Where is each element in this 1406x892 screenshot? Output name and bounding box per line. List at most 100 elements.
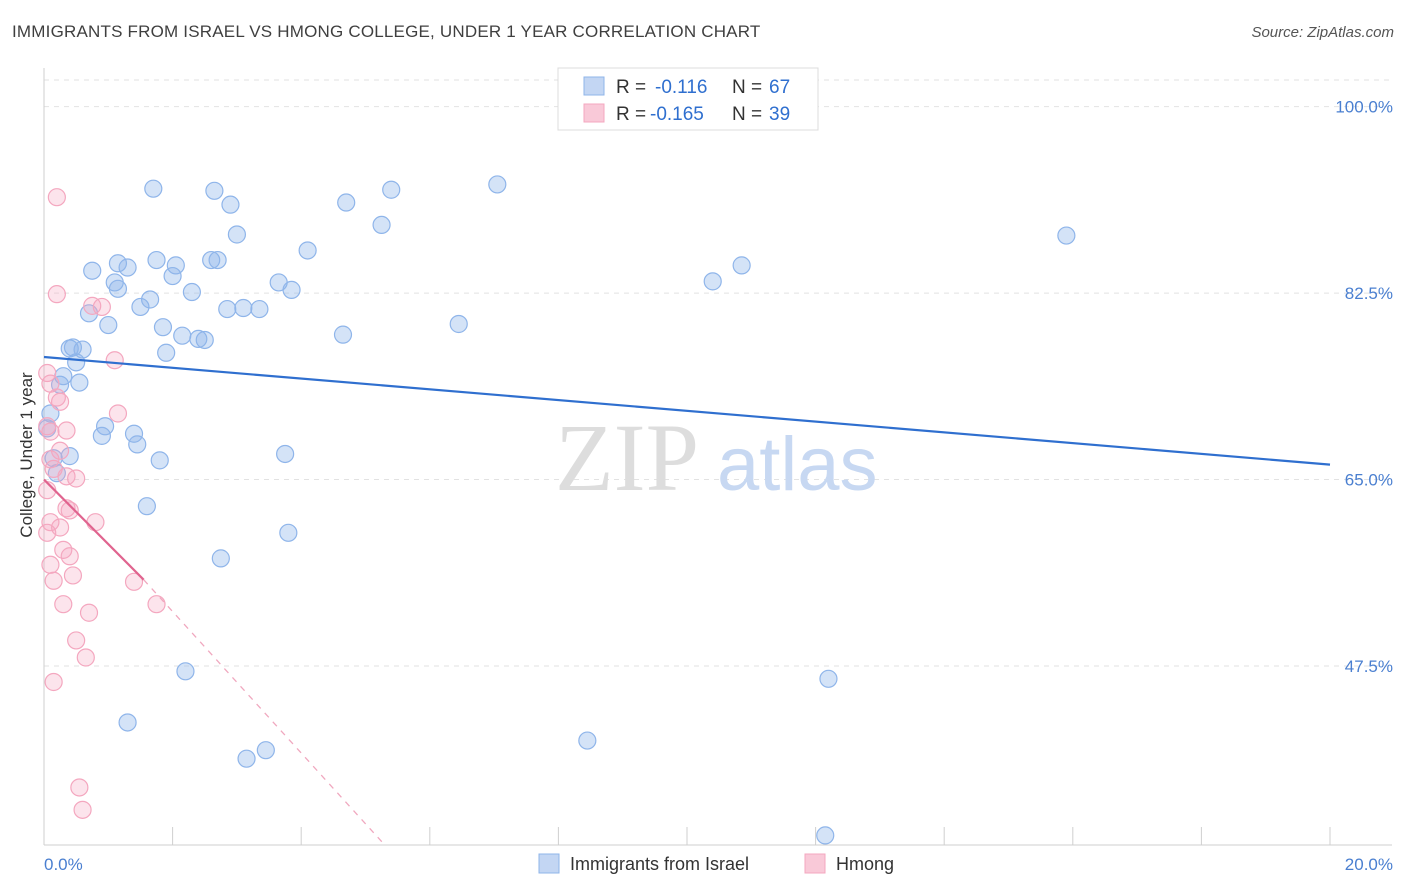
israel-point	[202, 250, 221, 270]
israel-point	[819, 669, 838, 688]
hmong-point	[67, 469, 86, 488]
israel-trend-line	[43, 355, 1331, 466]
israel-point	[99, 315, 118, 335]
israel-point	[108, 279, 128, 298]
legend-n-label-0: N =	[732, 77, 762, 98]
israel-point	[221, 195, 240, 214]
israel-point	[124, 424, 144, 443]
israel-point	[237, 749, 256, 768]
israel-point	[95, 417, 115, 436]
israel-point	[173, 326, 192, 345]
hmong-point	[57, 421, 76, 440]
israel-point	[70, 373, 89, 392]
hmong-point	[92, 297, 111, 317]
legend-swatch-israel	[583, 76, 605, 96]
hmong-point	[44, 571, 63, 590]
israel-point	[279, 523, 298, 542]
israel-point	[234, 298, 253, 318]
israel-point	[182, 282, 201, 302]
hmong-point	[50, 518, 70, 537]
watermark-atlas: atlas	[717, 422, 878, 507]
israel-point	[382, 180, 401, 199]
israel-point	[150, 451, 169, 470]
y-tick-label: 82.5%	[1345, 284, 1393, 303]
axes	[43, 68, 1392, 846]
hmong-point	[38, 363, 57, 383]
legend-n-value-1: 39	[769, 104, 790, 125]
y-tick-label: 100.0%	[1335, 98, 1393, 117]
israel-point	[211, 549, 230, 568]
series-hmong-points	[38, 188, 166, 819]
israel-point	[118, 258, 137, 277]
israel-point	[147, 250, 166, 270]
bottom-legend-hmong: Hmong	[836, 854, 894, 874]
israel-point	[144, 179, 163, 198]
chart-title: IMMIGRANTS FROM ISRAEL VS HMONG COLLEGE,…	[12, 22, 761, 41]
israel-point	[137, 497, 156, 516]
israel-point	[189, 329, 208, 349]
israel-point	[333, 325, 353, 344]
hmong-point	[60, 501, 79, 520]
israel-point	[208, 250, 227, 270]
israel-point	[157, 343, 176, 362]
x-tick-label: 0.0%	[44, 855, 83, 874]
hmong-point	[70, 778, 89, 797]
israel-point	[449, 314, 468, 334]
watermark: ZIP atlas	[555, 404, 878, 511]
israel-point	[372, 215, 391, 235]
hmong-point	[38, 417, 57, 436]
source-label: Source: ZipAtlas.com	[1251, 24, 1394, 41]
israel-point	[73, 340, 92, 359]
hmong-point	[79, 603, 99, 622]
israel-point	[488, 175, 507, 194]
israel-point	[282, 280, 301, 299]
hmong-point	[124, 572, 144, 591]
israel-point	[205, 181, 224, 200]
hmong-point	[41, 422, 60, 441]
hmong-point	[50, 392, 70, 411]
legend-r-value-1: -0.165	[650, 104, 704, 125]
bottom-legend-swatch-hmong	[804, 853, 826, 874]
legend-swatch-hmong	[583, 103, 605, 123]
israel-point	[337, 193, 356, 212]
hmong-point	[41, 513, 60, 532]
israel-point	[195, 330, 214, 350]
y-tick-label: 65.0%	[1345, 471, 1393, 490]
israel-point	[1057, 226, 1076, 245]
israel-point	[298, 241, 317, 260]
legend-r-label-0: R =	[616, 77, 646, 98]
hmong-trend-line	[43, 478, 145, 581]
watermark-zip: ZIP	[555, 404, 699, 511]
israel-point	[218, 299, 237, 319]
hmong-point	[63, 566, 83, 585]
israel-point	[153, 318, 173, 337]
y-tick-label: 47.5%	[1345, 657, 1393, 676]
hmong-point	[47, 188, 66, 207]
hmong-point	[47, 285, 66, 304]
israel-point	[163, 266, 182, 286]
trend-lines	[43, 355, 1331, 846]
legend-n-label-1: N =	[732, 104, 762, 125]
israel-point	[732, 256, 751, 275]
legend-r-label-1: R =	[616, 104, 646, 125]
legend-box: R = -0.116 N = 67 R = -0.165 N = 39	[557, 67, 819, 131]
hmong-point	[57, 499, 76, 518]
israel-point	[816, 826, 835, 845]
israel-point	[83, 261, 102, 280]
israel-point	[276, 444, 295, 464]
bottom-legend-swatch-israel	[538, 853, 560, 874]
israel-point	[92, 426, 111, 445]
hmong-point	[41, 555, 60, 574]
tick-labels: 47.5% 65.0% 82.5% 100.0% 0.0% 20.0%	[44, 98, 1393, 874]
hmong-point	[44, 672, 63, 692]
hmong-point	[41, 450, 60, 469]
x-tick-label: 20.0%	[1345, 855, 1393, 874]
legend-r-value-0: -0.116	[655, 77, 707, 98]
israel-point	[227, 225, 246, 244]
hmong-point	[108, 404, 128, 423]
y-axis-label: College, Under 1 year	[17, 372, 36, 538]
israel-point	[578, 731, 597, 750]
bottom-legend: Immigrants from Israel Hmong	[538, 853, 894, 874]
israel-point	[131, 297, 150, 317]
